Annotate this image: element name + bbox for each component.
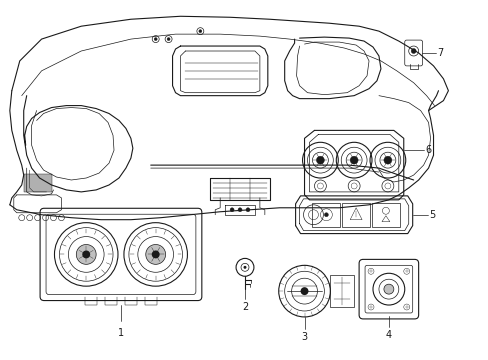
- Circle shape: [300, 287, 308, 295]
- Circle shape: [410, 49, 415, 54]
- Circle shape: [76, 244, 96, 264]
- Bar: [24, 174, 51, 192]
- Text: 3: 3: [301, 332, 307, 342]
- Circle shape: [238, 208, 242, 212]
- Circle shape: [324, 213, 327, 217]
- Circle shape: [145, 244, 165, 264]
- Circle shape: [383, 284, 393, 294]
- Bar: [330, 275, 353, 307]
- Text: 5: 5: [428, 210, 435, 220]
- Circle shape: [243, 266, 246, 269]
- Circle shape: [82, 251, 90, 258]
- Circle shape: [349, 156, 357, 164]
- Text: 6: 6: [425, 145, 431, 155]
- Bar: [371, 203, 399, 227]
- Text: 7: 7: [437, 48, 443, 58]
- Circle shape: [154, 37, 157, 41]
- Bar: [312, 203, 340, 227]
- Text: 2: 2: [242, 302, 247, 312]
- Circle shape: [316, 156, 324, 164]
- Circle shape: [167, 37, 170, 41]
- Circle shape: [230, 208, 234, 212]
- Bar: [342, 203, 369, 227]
- Circle shape: [151, 251, 160, 258]
- Text: 4: 4: [385, 330, 391, 340]
- Circle shape: [383, 156, 391, 164]
- Circle shape: [199, 30, 202, 33]
- Circle shape: [245, 208, 249, 212]
- Text: 1: 1: [118, 328, 124, 338]
